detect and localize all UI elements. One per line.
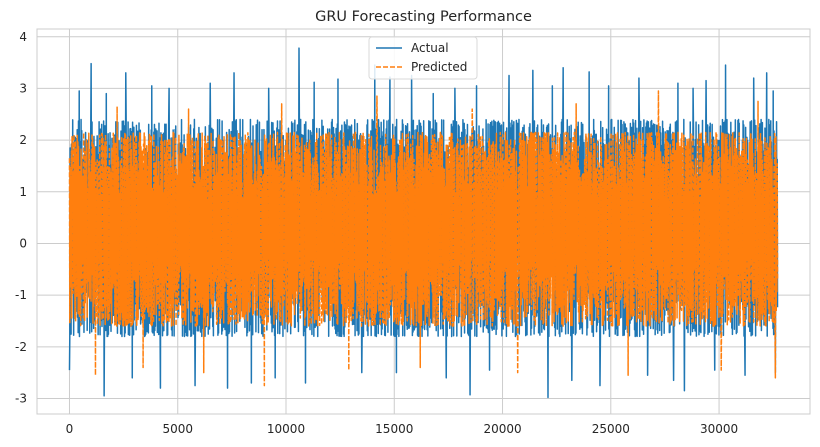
plot-frame [36, 28, 811, 415]
chart-title: GRU Forecasting Performance [315, 9, 532, 25]
x-axis: 0 5000 10000 15000 20000 25000 30000 [66, 422, 738, 436]
legend: Actual Predicted [368, 36, 478, 80]
plot-area [68, 47, 779, 399]
y-axis: -3 -2 -1 0 1 2 3 4 [15, 30, 27, 406]
y-tick-label: -3 [15, 391, 27, 405]
y-tick-label: -2 [15, 340, 27, 354]
y-tick-label: 0 [19, 236, 27, 250]
y-tick-label: 4 [19, 30, 27, 44]
series-line-predicted [68, 90, 779, 387]
y-tick-label: -1 [15, 288, 27, 302]
x-tick-label: 10000 [267, 422, 305, 436]
legend-label-actual: Actual [411, 41, 449, 55]
x-tick-label: 0 [66, 422, 74, 436]
x-tick-label: 20000 [483, 422, 521, 436]
x-tick-label: 15000 [375, 422, 413, 436]
y-tick-label: 2 [19, 133, 27, 147]
x-tick-label: 5000 [162, 422, 193, 436]
x-tick-label: 25000 [592, 422, 630, 436]
y-tick-label: 1 [19, 185, 27, 199]
legend-label-predicted: Predicted [411, 60, 467, 74]
x-tick-label: 30000 [700, 422, 738, 436]
y-tick-label: 3 [19, 81, 27, 95]
